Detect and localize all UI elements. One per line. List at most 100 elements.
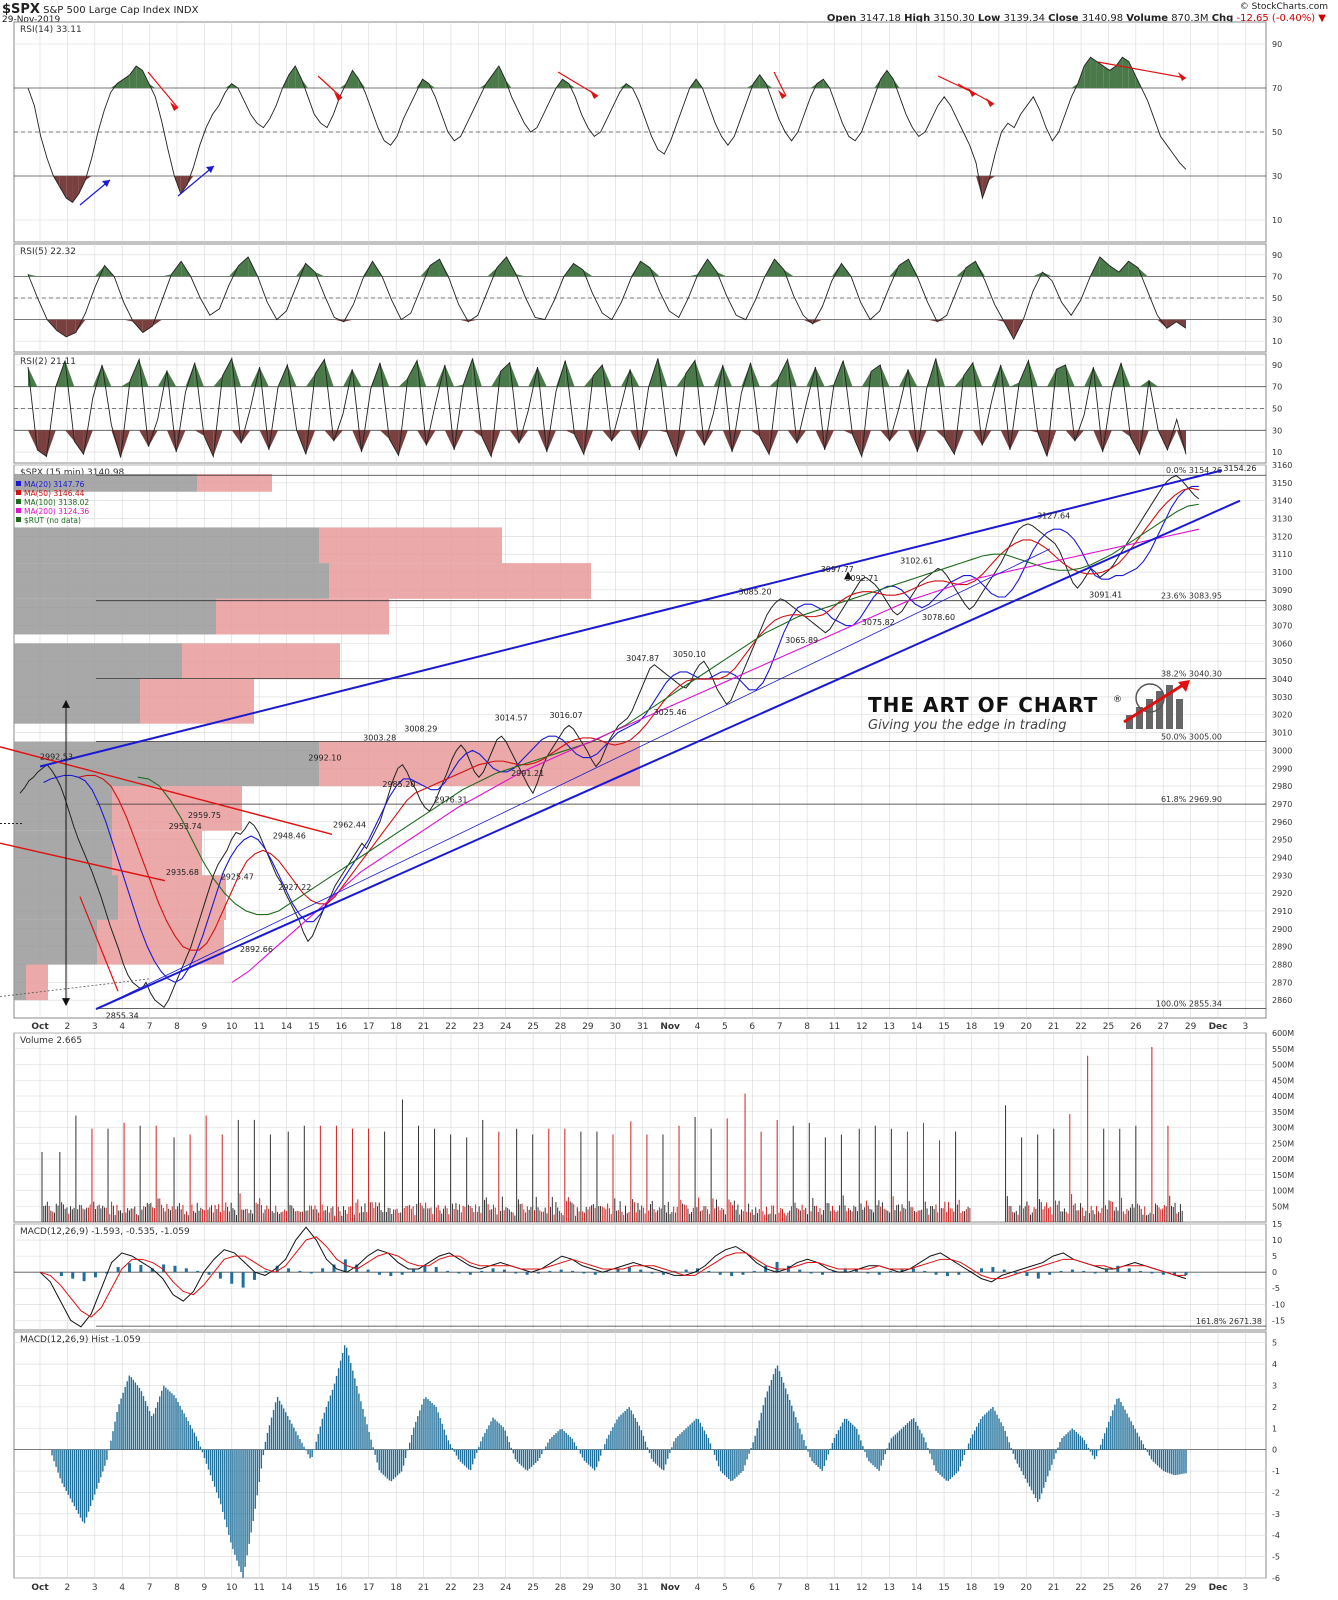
price-x-axis-label: 3 [92,1022,98,1032]
rsi14-oversold-fill [59,176,67,198]
rsi5-overbought-fill [315,272,325,277]
price-annotation: 3008.29 [404,725,437,734]
watermark-bar-icon [1136,707,1143,729]
rsi2-overbought-fill [778,359,788,387]
rsi2-oversold-fill [472,430,482,437]
macd-tick-label: -15 [1272,1316,1285,1325]
rsi5-oversold-fill [75,319,86,333]
rsi2-oversold-fill [380,430,390,440]
rsi2-oversold-fill [166,430,177,453]
rsi2-oversold-fill [759,430,770,455]
price-tick-label: 3150 [1272,479,1292,488]
rsi5-overbought-fill [784,269,794,277]
rsi2-overbought-fill [676,373,686,387]
down-arrow-icon [62,998,70,1007]
volume-profile-gray-bar [14,527,319,564]
rsi14-overbought-fill [880,70,887,88]
price-x-axis-label: 16 [336,1022,348,1032]
rsi14-overbought-fill [1090,57,1097,88]
watermark-bar-icon [1156,691,1163,729]
bottom-x-axis-label: 13 [884,1583,895,1593]
volume-profile-gray-bar [14,473,197,492]
bottom-x-axis-label: 18 [390,1583,402,1593]
watermark-arrow-icon [1178,680,1190,692]
rsi2-overbought-fill [120,381,130,387]
rsi2-overbought-fill [1093,367,1103,387]
bottom-x-axis-label: 31 [637,1583,648,1593]
rsi14-oversold-fill [66,176,73,203]
rsi2-oversold-fill [259,430,269,450]
rsi5-overbought-fill [1032,272,1043,277]
rsi5-overbought-fill [28,274,38,277]
volume-label: Volume [1126,13,1169,24]
bottom-x-axis-label: Dec [1209,1583,1228,1593]
price-tick-label: 3070 [1272,622,1292,631]
price-x-axis-label: Nov [660,1022,680,1032]
rsi5-overbought-fill [640,261,651,277]
price-series-ma20 [43,485,1199,983]
volume-profile-gray-bar [14,598,216,635]
bottom-x-axis-label: 29 [1185,1583,1197,1593]
bottom-x-axis-label: 28 [555,1583,567,1593]
rsi5-oversold-fill [56,319,67,337]
bottom-x-axis-label: 5 [722,1583,728,1593]
price-annotation: 2962.44 [333,820,366,829]
price-x-axis-label: 20 [1021,1022,1033,1032]
rsi14-tick-label: 10 [1272,216,1282,225]
falling-resistance-line [0,746,333,835]
volume-value: 870.3M [1171,13,1209,24]
volume-tick-label: 300M [1272,1124,1294,1133]
rsi14-overbought-fill [295,66,302,88]
volume-profile-red-bar [26,964,48,1001]
price-tick-label: 3030 [1272,693,1292,702]
price-annotation: 2925.47 [221,872,254,881]
price-tick-label: 3130 [1272,515,1292,524]
exchange: INDX [173,5,199,16]
rsi14-tick-label: 90 [1272,40,1282,49]
volume-tick-label: 100M [1272,1187,1294,1196]
legend-entry: MA(200) 3124.36 [24,507,89,516]
price-x-axis-label: 11 [829,1022,840,1032]
rsi5-overbought-fill [94,265,105,277]
legend-swatch [16,490,21,495]
rsi2-overbought-fill [250,367,260,387]
legend-entry: MA(50) 3146.44 [24,489,85,498]
price-tick-label: 2910 [1272,907,1292,916]
bottom-x-axis-label: 12 [856,1583,867,1593]
bottom-x-axis-label: 27 [1158,1583,1169,1593]
rsi2-oversold-fill [324,430,334,442]
rsi2-oversold-fill [972,430,983,446]
rsi5-overbought-fill [516,274,526,277]
macd_hist-tick-label: 4 [1272,1360,1277,1369]
rsi14-oversold-fill [180,176,188,194]
price-x-axis-label: 31 [637,1022,648,1032]
price-x-axis-label: 17 [363,1022,374,1032]
rsi2-overbought-fill [583,375,594,387]
chg-label: Chg [1211,13,1234,24]
rsi5-overbought-fill [975,261,986,277]
rsi-arrowhead-icon [102,180,110,187]
rsi14-overbought-fill [619,83,627,88]
price-x-axis-label: 5 [722,1022,728,1032]
rsi14-oversold-fill [85,176,92,181]
rsi5-oversold-fill [927,319,938,322]
rsi2-title: RSI(2) 21.11 [20,357,76,367]
price-series-price [19,475,1200,1009]
rsi14-tick-label: 70 [1272,84,1282,93]
rsi2-oversold-fill [565,430,575,435]
rsi2-overbought-fill [435,364,445,387]
bottom-x-axis-label: 14 [911,1583,923,1593]
rsi2-tick-label: 70 [1272,383,1282,392]
rsi5-overbought-fill [238,256,249,277]
price-x-axis-label: 21 [418,1022,429,1032]
fib-level-label: 61.8% 2969.90 [1161,795,1222,804]
rsi5-tick-label: 50 [1272,294,1282,303]
rsi2-overbought-fill [454,384,464,387]
symbol: $SPX [2,2,40,17]
rsi14-overbought-fill [358,79,366,88]
rsi2-oversold-fill [417,430,427,446]
price-x-axis-label: 25 [527,1022,538,1032]
bottom-x-axis-label: 6 [749,1583,755,1593]
fib-level-label: 0.0% 3154.26 [1166,466,1222,475]
rsi5-overbought-fill [429,259,440,277]
